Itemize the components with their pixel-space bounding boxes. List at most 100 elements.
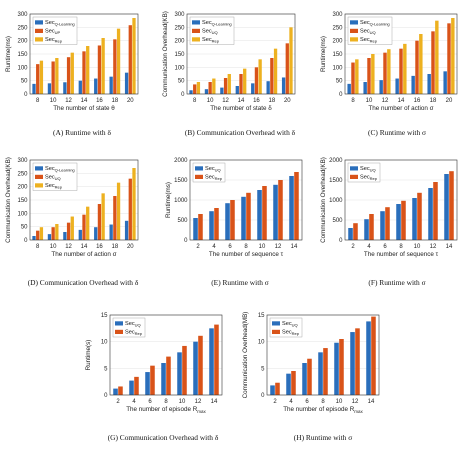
legend-entry: SecRep: [125, 330, 143, 337]
x-axis-label: The number of sequence τ: [364, 251, 439, 258]
x-tick-label: 2: [116, 399, 120, 405]
y-tick-label: 50: [336, 79, 343, 85]
y-axis-label: Communication Overhead(KB): [162, 11, 169, 97]
bar: [355, 328, 360, 395]
chart-panel-a: 0 50 100 150 200 250 300 8 10 12 14 16 18 20 The numbe…: [5, 12, 139, 137]
bar: [193, 341, 198, 395]
bar: [347, 83, 351, 94]
bar: [412, 198, 417, 240]
bar: [39, 227, 44, 240]
y-tick-label: 250: [17, 171, 28, 177]
bar: [435, 20, 439, 95]
x-tick-label: 6: [383, 244, 387, 250]
bar: [427, 74, 431, 94]
plot-frame: [29, 13, 139, 95]
bar: [285, 43, 289, 94]
bar: [307, 358, 312, 395]
bar: [113, 196, 117, 240]
y-axis-label: Runtime(s): [85, 340, 92, 371]
chart-panel-h: 0 5 10 15 2 4 6 8 10 12 14 The number of episode Rm…: [242, 312, 380, 442]
bar: [443, 71, 447, 94]
bar: [396, 204, 401, 240]
bar: [451, 18, 455, 94]
bar: [196, 82, 201, 94]
legend-entry: SecUQ: [360, 29, 376, 36]
x-tick-label: 4: [212, 244, 216, 250]
x-tick-label: 14: [81, 98, 88, 104]
bar: [101, 193, 105, 240]
x-axis-label: The number of episode Rmax: [126, 406, 206, 414]
y-tick-label: 300: [17, 158, 28, 164]
legend-entry: SecQ-Learning: [45, 20, 75, 27]
bar: [70, 52, 74, 94]
bar: [32, 83, 36, 94]
x-tick-label: 10: [50, 244, 57, 250]
legend-entry: SecQ-Learning: [45, 166, 75, 173]
bar: [208, 82, 212, 94]
y-tick-label: 100: [174, 65, 185, 71]
bar: [227, 74, 231, 94]
plot-frame: [266, 314, 380, 396]
legend-entry-subscript: Rep: [370, 39, 378, 44]
y-axis-label: Runtime(ms): [5, 36, 12, 72]
bar: [116, 182, 121, 240]
bar: [355, 59, 359, 94]
bar: [364, 219, 369, 240]
panel-caption: (H) Runtime with σ: [294, 433, 352, 442]
legend-entry-subscript: UQ: [212, 30, 218, 35]
legend-swatch: [35, 183, 43, 188]
panel-caption: (B) Communication Overhead with δ: [185, 128, 296, 137]
bar: [209, 328, 214, 395]
bar: [433, 182, 438, 240]
bar: [419, 34, 423, 94]
legend-entry: SecUQ: [45, 175, 61, 182]
y-tick-label: 100: [17, 211, 28, 217]
x-tick-label: 8: [193, 98, 197, 104]
legend-swatch: [115, 321, 123, 326]
x-tick-label: 12: [275, 244, 282, 250]
y-tick-label: 300: [174, 12, 185, 18]
x-tick-label: 2: [196, 244, 200, 250]
y-tick-label: 150: [17, 52, 28, 58]
bar: [363, 82, 367, 94]
panel-caption: (E) Runtime with σ: [211, 278, 269, 287]
y-axis-label: Communication Overhead(KB): [320, 157, 327, 243]
y-tick-label: 10: [258, 340, 265, 346]
x-tick-label: 16: [414, 98, 421, 104]
chart-panel-g: 0 5 10 15 2 4 6 8 10 12 14 The number of episode Rm…: [85, 313, 223, 442]
bar: [94, 227, 98, 240]
y-tick-label: 5: [104, 366, 108, 372]
legend-swatch: [272, 321, 280, 326]
x-tick-label: 2: [273, 399, 277, 405]
bar: [262, 186, 267, 240]
bar: [403, 43, 407, 94]
y-tick-label: 0: [181, 92, 185, 98]
bar: [193, 218, 198, 240]
bar: [291, 371, 296, 395]
x-tick-label: 20: [446, 98, 453, 104]
legend-entry: SecQ-Learning: [360, 20, 390, 27]
y-tick-label: 50: [21, 225, 28, 231]
x-tick-label: 8: [36, 98, 40, 104]
bar: [395, 78, 399, 94]
bar: [225, 203, 230, 240]
panel-caption: (A) Runtime with δ: [53, 128, 111, 137]
legend-swatch: [192, 20, 200, 25]
x-tick-label: 8: [244, 244, 248, 250]
bar: [243, 68, 247, 94]
x-tick-label: 14: [238, 98, 245, 104]
chart-panel-c: 0 50 100 150 200 250 300 8 10 12 14 16 18 20 The numbe…: [320, 12, 458, 137]
y-tick-label: 250: [174, 25, 185, 31]
x-tick-label: 8: [351, 98, 355, 104]
legend-swatch: [35, 166, 43, 171]
legend-swatch: [350, 174, 358, 179]
bar: [350, 332, 355, 395]
bar: [78, 229, 82, 240]
y-tick-label: 0: [339, 238, 343, 244]
x-tick-label: 16: [96, 244, 103, 250]
legend-swatch: [192, 28, 200, 33]
x-tick-label: 8: [36, 244, 40, 250]
legend-entry-subscript: UQ: [55, 176, 61, 181]
bar: [129, 380, 134, 395]
